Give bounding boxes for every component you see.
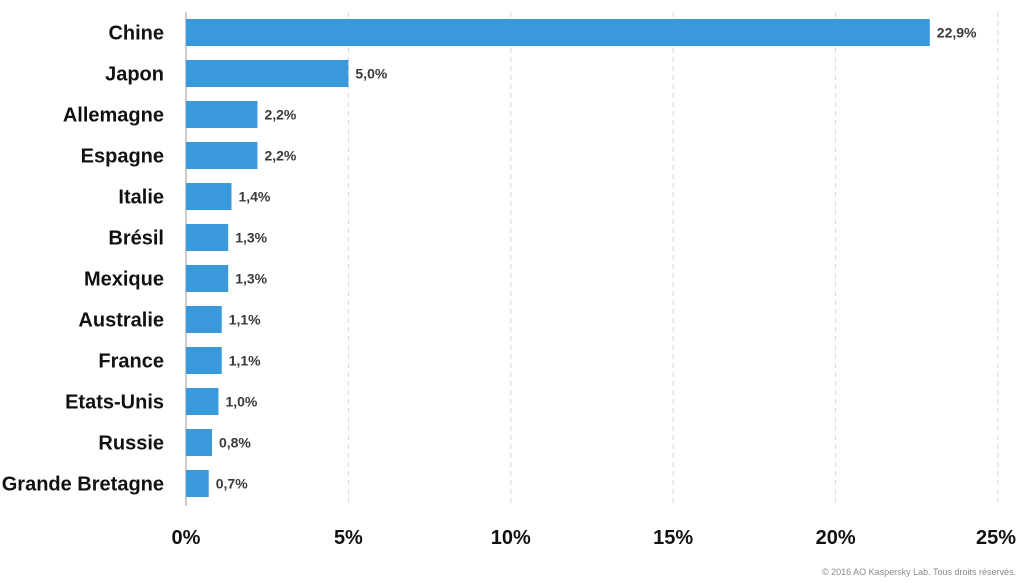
value-label: 2,2%: [264, 148, 296, 164]
bar: [186, 429, 212, 456]
value-label: 1,4%: [238, 189, 270, 205]
category-label: Allemagne: [63, 105, 164, 127]
value-label: 0,7%: [216, 476, 248, 492]
bar: [186, 388, 219, 415]
category-label: Grande Bretagne: [2, 474, 164, 496]
value-label: 0,8%: [219, 435, 251, 451]
category-label: Italie: [118, 187, 164, 209]
bar: [186, 224, 229, 251]
bar: [186, 101, 258, 128]
bar: [186, 60, 349, 87]
category-label: Japon: [105, 64, 164, 86]
value-label: 1,1%: [229, 353, 261, 369]
x-tick-label: 25%: [976, 527, 1016, 549]
bar: [186, 470, 209, 497]
bar: [186, 183, 232, 210]
value-label: 22,9%: [937, 25, 977, 41]
x-tick-label: 15%: [653, 527, 693, 549]
bar: [186, 19, 930, 46]
value-label: 2,2%: [264, 107, 296, 123]
category-label: Russie: [98, 433, 164, 455]
value-label: 1,3%: [235, 271, 267, 287]
value-labels: 22,9% 5,0% 2,2% 2,2% 1,4% 1,3% 1,3% 1,1% 1,1% 1,0…: [216, 25, 977, 492]
category-label: Espagne: [81, 146, 164, 168]
x-tick-label: 5%: [334, 527, 363, 549]
grid-lines: [185, 12, 999, 506]
category-label: Brésil: [108, 228, 164, 250]
category-label: France: [98, 351, 164, 373]
category-labels: Chine Japon Allemagne Espagne Italie Brésil Me…: [2, 23, 164, 496]
bar: [186, 306, 222, 333]
value-label: 1,1%: [229, 312, 261, 328]
category-label: Chine: [108, 23, 164, 45]
value-label: 1,0%: [225, 394, 257, 410]
copyright-notice: © 2016 AO Kaspersky Lab. Tous droits rés…: [821, 567, 1016, 577]
category-label: Etats-Unis: [65, 392, 164, 414]
value-label: 1,3%: [235, 230, 267, 246]
bar: [186, 347, 222, 374]
bar: [186, 265, 229, 292]
x-tick-label: 20%: [816, 527, 856, 549]
category-label: Mexique: [84, 269, 164, 291]
category-label: Australie: [78, 310, 164, 332]
x-tick-label: 10%: [491, 527, 531, 549]
bar: [186, 142, 258, 169]
x-tick-labels: 0% 5% 10% 15% 20% 25%: [172, 527, 1017, 549]
value-label: 5,0%: [355, 66, 387, 82]
bars: [186, 19, 930, 497]
x-tick-label: 0%: [172, 527, 201, 549]
